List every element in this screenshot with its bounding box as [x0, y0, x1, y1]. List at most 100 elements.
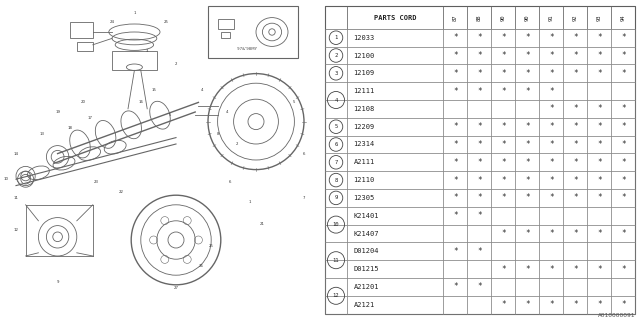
- Bar: [492, 100, 515, 118]
- Bar: [611, 189, 636, 207]
- Bar: [611, 260, 636, 278]
- Bar: [347, 153, 443, 171]
- Text: 2: 2: [175, 62, 177, 66]
- Text: *: *: [453, 158, 458, 167]
- Bar: [611, 225, 636, 243]
- Text: *: *: [597, 104, 602, 113]
- Bar: [443, 260, 467, 278]
- Bar: [515, 243, 540, 260]
- Text: *: *: [573, 176, 577, 185]
- Bar: [563, 171, 588, 189]
- Bar: [467, 153, 492, 171]
- Text: *: *: [573, 158, 577, 167]
- Bar: [492, 118, 515, 136]
- Text: *: *: [597, 51, 602, 60]
- Text: 24: 24: [109, 20, 115, 24]
- Bar: [347, 171, 443, 189]
- Bar: [611, 278, 636, 296]
- Text: *: *: [597, 300, 602, 309]
- Text: 19: 19: [55, 110, 60, 114]
- Text: *: *: [549, 158, 554, 167]
- Text: *: *: [453, 51, 458, 60]
- Text: 12209: 12209: [354, 124, 375, 130]
- Bar: [325, 260, 347, 278]
- Bar: [325, 136, 347, 153]
- Text: 13: 13: [39, 132, 44, 136]
- Text: *: *: [477, 87, 481, 96]
- Text: *: *: [501, 300, 506, 309]
- Text: *: *: [525, 87, 529, 96]
- Text: *: *: [549, 51, 554, 60]
- Text: *: *: [573, 69, 577, 78]
- Text: *: *: [477, 247, 481, 256]
- Bar: [588, 47, 611, 64]
- Bar: [563, 207, 588, 225]
- Text: *: *: [549, 104, 554, 113]
- Text: 14: 14: [13, 152, 19, 156]
- Bar: [563, 6, 588, 29]
- Bar: [325, 47, 347, 64]
- Bar: [588, 171, 611, 189]
- Bar: [611, 47, 636, 64]
- Bar: [347, 296, 443, 314]
- Bar: [611, 118, 636, 136]
- Text: *: *: [453, 282, 458, 292]
- Bar: [515, 100, 540, 118]
- Text: *: *: [525, 69, 529, 78]
- Text: *: *: [501, 33, 506, 42]
- Text: 25: 25: [164, 20, 169, 24]
- Text: *: *: [501, 140, 506, 149]
- Bar: [492, 47, 515, 64]
- Text: 27: 27: [173, 286, 179, 290]
- Text: 22: 22: [119, 190, 124, 194]
- Bar: [563, 82, 588, 100]
- Text: 88: 88: [477, 14, 482, 21]
- Text: *: *: [549, 176, 554, 185]
- Text: *: *: [621, 69, 625, 78]
- Bar: [208, 6, 298, 58]
- Text: *: *: [453, 193, 458, 202]
- Text: *: *: [453, 176, 458, 185]
- Bar: [492, 153, 515, 171]
- Bar: [467, 118, 492, 136]
- Bar: [221, 32, 230, 38]
- Text: *: *: [501, 122, 506, 131]
- Bar: [443, 100, 467, 118]
- Text: *: *: [501, 265, 506, 274]
- Bar: [325, 278, 347, 296]
- Text: 10: 10: [4, 177, 9, 181]
- Bar: [515, 64, 540, 82]
- Bar: [611, 153, 636, 171]
- Text: *: *: [621, 229, 625, 238]
- Text: 11: 11: [13, 196, 19, 200]
- Text: *: *: [477, 122, 481, 131]
- Bar: [540, 153, 563, 171]
- Bar: [611, 100, 636, 118]
- Text: 6: 6: [229, 180, 232, 184]
- Text: 18: 18: [68, 126, 73, 130]
- Bar: [515, 189, 540, 207]
- Text: A010000091: A010000091: [598, 313, 636, 318]
- Text: *: *: [453, 87, 458, 96]
- Text: 12: 12: [333, 293, 339, 298]
- Text: 9: 9: [334, 196, 338, 200]
- Bar: [443, 47, 467, 64]
- Text: *: *: [549, 33, 554, 42]
- Bar: [540, 243, 563, 260]
- Bar: [588, 118, 611, 136]
- Text: 15: 15: [151, 88, 156, 92]
- Text: *: *: [525, 51, 529, 60]
- Text: 2: 2: [334, 53, 338, 58]
- Bar: [325, 6, 347, 29]
- Text: *: *: [549, 122, 554, 131]
- Text: 7: 7: [303, 196, 305, 200]
- Bar: [492, 171, 515, 189]
- Bar: [515, 225, 540, 243]
- Text: *: *: [453, 140, 458, 149]
- Text: *: *: [477, 33, 481, 42]
- Text: 3: 3: [334, 71, 338, 76]
- Text: *: *: [501, 229, 506, 238]
- Text: *: *: [477, 193, 481, 202]
- Bar: [540, 189, 563, 207]
- Text: 6: 6: [334, 142, 338, 147]
